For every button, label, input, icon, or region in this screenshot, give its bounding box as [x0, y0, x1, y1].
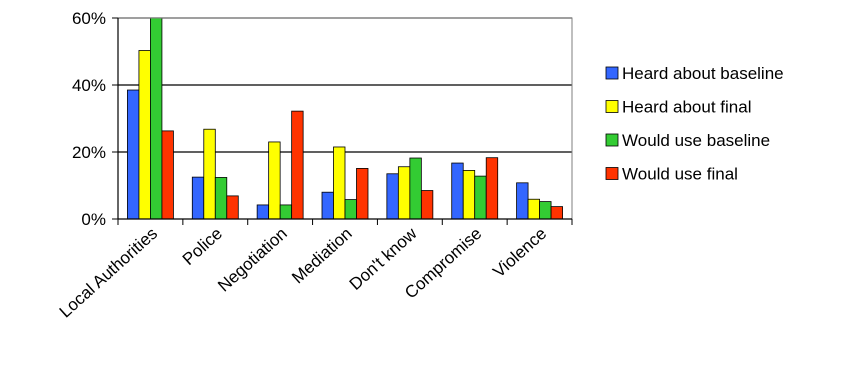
- x-category-label: Mediation: [288, 224, 355, 287]
- bar: [127, 89, 140, 220]
- bar: [138, 50, 151, 220]
- y-tick-label: 40%: [72, 76, 106, 95]
- bar: [268, 141, 281, 220]
- x-category-label: Police: [179, 224, 226, 269]
- gridlines: [118, 17, 572, 153]
- bar: [203, 128, 216, 220]
- bar: [291, 110, 304, 220]
- bar: [420, 190, 434, 220]
- legend-swatch: [605, 167, 619, 180]
- bar: [344, 199, 357, 220]
- legend: Heard about baseline Heard about final Wou…: [605, 64, 784, 184]
- bar: [474, 175, 487, 220]
- bar: [333, 146, 346, 220]
- bar: [397, 166, 411, 220]
- bar: [191, 176, 205, 220]
- x-category-label: Negotiation: [214, 224, 291, 296]
- y-tick-label: 20%: [72, 143, 106, 162]
- bar: [279, 204, 293, 220]
- axes: [117, 17, 573, 225]
- bar: [527, 198, 540, 220]
- bar: [321, 191, 334, 220]
- bar: [550, 206, 563, 220]
- bar: [226, 195, 239, 220]
- x-category-label: Violence: [489, 224, 550, 282]
- bar: [214, 177, 228, 220]
- bar: [539, 201, 552, 220]
- bar: [516, 182, 529, 220]
- legend-label: Would use final: [622, 165, 738, 184]
- y-tick-label: 60%: [72, 9, 106, 28]
- x-category-label: Local Authorities: [56, 224, 161, 322]
- y-tick-label: 0%: [81, 210, 106, 229]
- bar: [161, 130, 174, 220]
- legend-label: Heard about final: [622, 98, 751, 117]
- bar: [485, 157, 499, 220]
- bar: [386, 173, 399, 220]
- bar: [409, 157, 422, 220]
- legend-swatch: [605, 133, 619, 147]
- bar: [256, 204, 270, 220]
- x-axis-labels: Local Authorities PoliceNegotiationMediat…: [56, 223, 551, 321]
- bar: [462, 170, 476, 220]
- y-axis-ticks: 0% 20% 40% 60%: [72, 9, 118, 229]
- bar: [150, 17, 163, 220]
- legend-swatch: [605, 66, 619, 80]
- bar: [356, 168, 369, 220]
- bars: [127, 17, 563, 220]
- bar: [451, 162, 464, 220]
- legend-label: Would use baseline: [622, 131, 770, 150]
- legend-label: Heard about baseline: [622, 64, 784, 83]
- legend-swatch: [605, 100, 619, 113]
